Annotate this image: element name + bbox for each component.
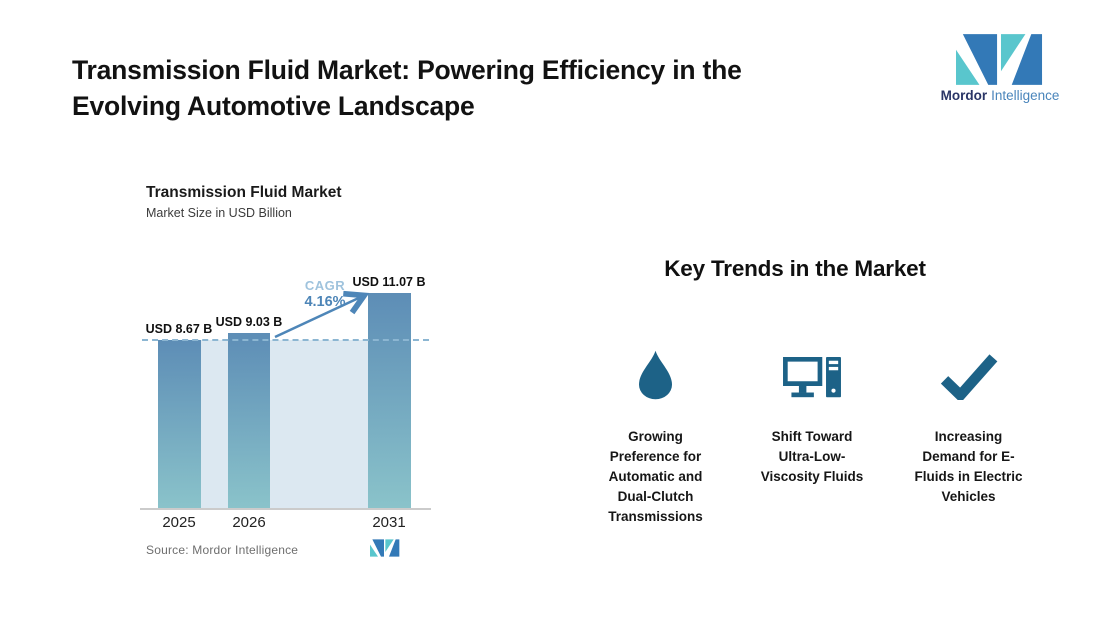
- source-attribution: Source: Mordor Intelligence: [146, 543, 299, 557]
- trend-icon-box: [783, 338, 841, 400]
- trend-label-line: Growing: [628, 429, 683, 444]
- growth-arrow-icon: [274, 290, 370, 339]
- trend-label-line: Preference for: [609, 449, 702, 464]
- page-title-line2: Evolving Automotive Landscape: [72, 91, 475, 121]
- bar-2025: [158, 340, 201, 508]
- trend-label-line: Vehicles: [941, 489, 996, 504]
- brand-name-light: Intelligence: [991, 88, 1060, 103]
- trends-heading: Key Trends in the Market: [664, 256, 926, 281]
- trend-item-efluids: Increasing Demand for E- Fluids in Elect…: [896, 338, 1041, 527]
- trend-label-line: Demand for E-: [922, 449, 1015, 464]
- bar-value-2026: USD 9.03 B: [215, 315, 283, 329]
- trend-label-line: Viscosity Fluids: [760, 469, 864, 484]
- x-tick-2026: 2026: [232, 514, 266, 531]
- trend-label-line: Automatic and: [608, 469, 703, 484]
- bar-value-2025: USD 8.67 B: [145, 322, 213, 336]
- chart-subtitle: Market Size in USD Billion: [146, 206, 292, 220]
- trend-label: Increasing Demand for E- Fluids in Elect…: [914, 427, 1022, 507]
- checkmark-icon: [940, 354, 998, 400]
- desktop-computer-icon: [783, 357, 841, 398]
- trend-item-viscosity: Shift Toward Ultra-Low- Viscosity Fluids: [740, 338, 885, 527]
- trend-label: Growing Preference for Automatic and Dua…: [608, 427, 703, 527]
- chart-title: Transmission Fluid Market: [146, 184, 342, 201]
- trend-label-line: Shift Toward: [771, 429, 853, 444]
- cagr-label: CAGR: [304, 278, 346, 293]
- trend-label-line: Increasing: [934, 429, 1003, 444]
- trend-label-line: Transmissions: [608, 509, 703, 524]
- trend-label-line: Fluids in Electric: [914, 469, 1023, 484]
- trend-icon-box: [938, 338, 999, 400]
- page-title: Transmission Fluid Market: Powering Effi…: [72, 52, 872, 124]
- trend-item-transmissions: Growing Preference for Automatic and Dua…: [583, 338, 728, 527]
- cagr-annotation: CAGR 4.16%: [293, 278, 357, 310]
- trend-label: Shift Toward Ultra-Low- Viscosity Fluids: [761, 427, 864, 487]
- trend-icon-box: [639, 338, 672, 400]
- trend-label-line: Ultra-Low-: [778, 449, 846, 464]
- x-axis: [140, 508, 431, 510]
- bar-chart: USD 8.67 B USD 9.03 B USD 11.07 B CAGR 4…: [140, 270, 433, 540]
- reference-dashed-line: [142, 339, 429, 341]
- x-tick-2031: 2031: [372, 514, 406, 531]
- mordor-intelligence-small-logo-icon: [370, 539, 400, 557]
- mordor-intelligence-logo-icon: [956, 33, 1044, 86]
- brand-name-bold: Mordor: [940, 88, 988, 103]
- bar-2026: [228, 333, 270, 508]
- cagr-value: 4.16%: [304, 294, 346, 310]
- droplet-icon: [639, 350, 672, 400]
- trends-list: Growing Preference for Automatic and Dua…: [583, 338, 1041, 527]
- bar-2031: [368, 293, 411, 508]
- bar-value-2031: USD 11.07 B: [352, 275, 426, 289]
- trend-label-line: Dual-Clutch: [617, 489, 694, 504]
- brand-name: Mordor Intelligence: [930, 88, 1070, 103]
- brand-logo: Mordor Intelligence: [930, 33, 1070, 103]
- x-tick-2025: 2025: [162, 514, 196, 531]
- page-title-line1: Transmission Fluid Market: Powering Effi…: [72, 55, 742, 85]
